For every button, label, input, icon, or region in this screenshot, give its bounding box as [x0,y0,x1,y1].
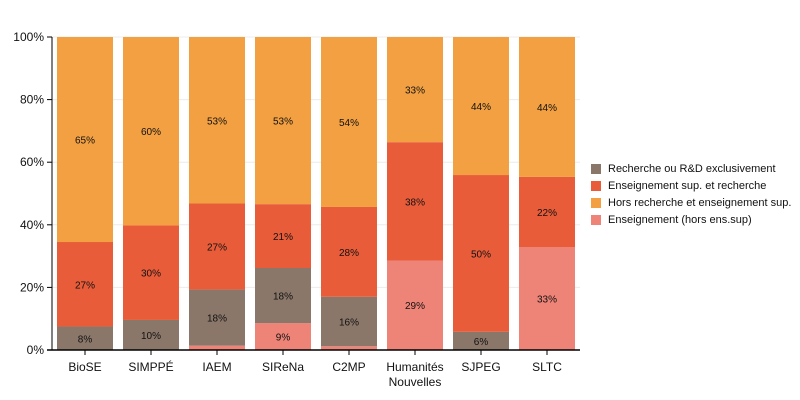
legend-label: Enseignement (hors ens.sup) [608,213,752,226]
legend-label: Recherche ou R&D exclusivement [608,162,776,175]
bar-segment [189,289,245,346]
legend: Recherche ou R&D exclusivement Enseigneme… [591,160,791,228]
data-label: 53% [273,117,293,128]
data-label: 33% [405,86,425,97]
x-tick-label: SIReNa [262,360,304,374]
bar-segment [387,142,443,261]
data-label: 30% [141,269,161,280]
data-label: 29% [405,301,425,312]
data-label: 54% [339,118,359,129]
bar-segment [189,203,245,290]
y-tick-label: 80% [20,93,44,107]
bar-segment [57,326,113,350]
bar-segment [321,346,377,350]
x-tick-label: SLTC [532,360,562,374]
bar-segment [57,37,113,243]
y-tick-label: 100% [13,30,44,44]
legend-label: Hors recherche et enseignement sup. [608,196,792,209]
bar-segment [255,323,311,350]
legend-item: Hors recherche et enseignement sup. [591,194,791,211]
data-label: 8% [78,334,93,345]
bar-segment [189,37,245,204]
data-label: 9% [276,333,291,344]
bar-segment [519,176,575,248]
data-label: 38% [405,197,425,208]
bar-segment [321,206,377,297]
legend-swatch [591,197,601,208]
bar-segment [189,345,245,350]
x-tick-label: BioSE [68,360,101,374]
bar-segment [123,319,179,350]
y-tick-label: 60% [20,155,44,169]
bar-segment [321,296,377,347]
bar-segment [453,175,509,332]
data-label: 53% [207,116,227,127]
bar-segment [519,247,575,350]
legend-item: Recherche ou R&D exclusivement [591,160,791,177]
bar-segment [519,37,575,177]
data-label: 27% [207,243,227,254]
data-label: 44% [471,102,491,113]
x-tick-label: C2MP [332,360,365,374]
bar-segment [255,204,311,268]
bar-segment [123,225,179,320]
x-tick-label: SJPEG [461,360,500,374]
legend-item: Enseignement sup. et recherche [591,177,791,194]
bar-segment [123,37,179,226]
data-label: 18% [207,314,227,325]
legend-item: Enseignement (hors ens.sup) [591,211,791,228]
data-label: 18% [273,292,293,303]
y-tick-label: 40% [20,218,44,232]
x-tick-label: SIMPPÉ [128,359,173,374]
legend-swatch [591,180,601,191]
legend-label: Enseignement sup. et recherche [608,179,767,192]
bar-segment [255,37,311,205]
data-label: 22% [537,208,557,219]
data-label: 44% [537,103,557,114]
y-tick-label: 20% [20,280,44,294]
legend-swatch [591,163,601,174]
data-label: 16% [339,318,359,329]
x-tick-label: Nouvelles [389,375,442,389]
bar-segment [255,267,311,324]
x-tick-label: IAEM [202,360,231,374]
bar-segment [453,37,509,176]
data-label: 50% [471,249,491,260]
bar-segment [57,242,113,327]
legend-swatch [591,214,601,225]
data-label: 27% [75,280,95,291]
data-label: 65% [75,136,95,147]
data-label: 10% [141,331,161,342]
bar-segment [321,37,377,207]
data-label: 33% [537,295,557,306]
bar-segment [453,331,509,350]
x-tick-label: Humanités [386,360,443,374]
bar-segment [387,260,443,350]
data-label: 21% [273,232,293,243]
y-tick-label: 0% [27,343,45,357]
data-label: 60% [141,127,161,138]
bar-segment [387,37,443,143]
data-label: 28% [339,248,359,259]
data-label: 6% [474,337,489,348]
